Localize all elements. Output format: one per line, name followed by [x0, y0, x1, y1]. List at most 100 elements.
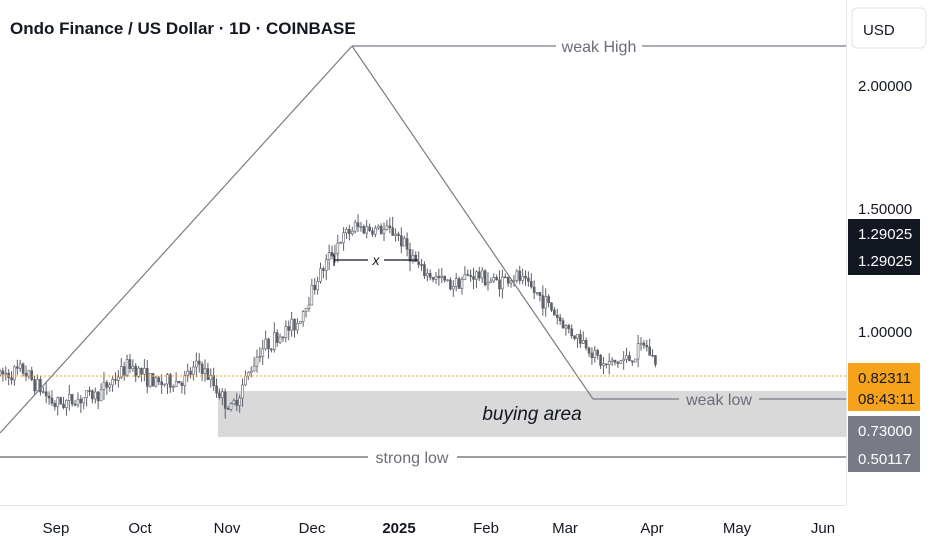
candle-body	[532, 286, 536, 293]
candle-body	[596, 350, 599, 356]
candle-body	[469, 275, 472, 277]
candle-body	[261, 348, 265, 357]
candle-body	[440, 275, 444, 278]
candle-body	[206, 368, 210, 380]
time-tick-sep: Sep	[43, 520, 70, 537]
zone-top-tag-bg	[848, 416, 920, 444]
candle-body	[423, 264, 426, 277]
candle-body	[21, 363, 25, 374]
candle-body	[654, 355, 657, 365]
candle-body	[278, 336, 282, 343]
candle-body	[177, 380, 181, 384]
candle-body	[587, 347, 591, 354]
candle-body	[209, 375, 213, 380]
candle-body	[443, 275, 446, 281]
time-tick-dec: Dec	[299, 520, 326, 537]
candle-body	[44, 391, 48, 397]
candle-body	[301, 311, 305, 322]
candle-body	[426, 273, 429, 277]
candle-body	[169, 374, 172, 388]
candle-body	[241, 384, 244, 399]
time-tick-feb: Feb	[473, 520, 499, 537]
candle-body	[374, 227, 377, 235]
candle-body	[267, 338, 270, 350]
candle-body	[255, 356, 259, 367]
buying-area-label: buying area	[482, 404, 581, 425]
candle-body	[428, 273, 432, 278]
candle-body	[385, 225, 389, 230]
candle-body	[631, 360, 634, 363]
candle-body	[535, 292, 539, 294]
candle-body	[30, 370, 34, 380]
candle-body	[457, 278, 461, 289]
candle-body	[498, 279, 501, 290]
candle-body	[362, 226, 366, 234]
currency-button-label[interactable]: USD	[863, 22, 895, 39]
candle-body	[365, 226, 369, 234]
candle-body	[477, 271, 481, 279]
candle-body	[13, 366, 16, 381]
candle-body	[411, 254, 415, 262]
candle-body	[244, 375, 247, 386]
candle-body	[33, 379, 36, 392]
candle-body	[388, 225, 392, 229]
candle-body	[4, 372, 8, 375]
candle-body	[558, 317, 562, 322]
candle-body	[486, 282, 490, 286]
candle-body	[18, 363, 22, 369]
candle-body	[203, 368, 207, 374]
candle-body	[567, 325, 571, 330]
time-tick-2025: 2025	[382, 520, 415, 537]
candle-body	[553, 309, 556, 316]
candle-body	[454, 278, 458, 287]
time-tick-apr: Apr	[640, 520, 663, 537]
candle-body	[310, 284, 314, 306]
candle-body	[564, 325, 568, 329]
last-price-tag-bg	[848, 363, 920, 411]
price-tag-1-bg	[848, 219, 920, 247]
candle-body	[639, 342, 643, 345]
candle-body	[475, 271, 478, 280]
chart-title: Ondo Finance / US Dollar · 1D · COINBASE	[10, 19, 356, 38]
x-marker-label: x	[372, 252, 381, 268]
candle-body	[489, 280, 493, 283]
last-price-tag: 0.82311	[858, 370, 911, 387]
candle-body	[368, 226, 371, 232]
candle-body	[573, 335, 576, 339]
candle-body	[53, 402, 57, 408]
candle-body	[350, 230, 354, 235]
candle-body	[579, 334, 582, 344]
candle-body	[212, 375, 215, 387]
candle-body	[651, 355, 654, 357]
candle-body	[137, 367, 140, 377]
candle-body	[518, 270, 522, 281]
candle-body	[70, 394, 74, 405]
candle-body	[593, 350, 597, 358]
candle-body	[437, 275, 441, 278]
candle-body	[99, 389, 103, 402]
candle-body	[570, 328, 574, 336]
candle-body	[73, 403, 77, 406]
candle-body	[82, 397, 86, 404]
candle-body	[417, 261, 420, 265]
candle-body	[322, 268, 325, 271]
candle-body	[376, 225, 380, 229]
candle-body	[1, 370, 5, 375]
candle-body	[157, 377, 161, 383]
trend-line-down	[351, 45, 594, 400]
candle-body	[400, 235, 403, 247]
candle-body	[446, 279, 449, 282]
currency-button[interactable]	[851, 7, 927, 49]
candle-body	[555, 314, 559, 318]
candle-body	[449, 279, 452, 290]
candle-body	[506, 276, 510, 284]
candle-body	[192, 366, 195, 375]
candle-body	[541, 295, 545, 309]
price-tick-1: 1.00000	[858, 324, 912, 341]
candle-body	[284, 326, 288, 338]
candle-body	[287, 326, 291, 331]
trend-line-up	[0, 45, 353, 434]
candle-body	[134, 365, 138, 377]
candle-body	[114, 379, 117, 381]
